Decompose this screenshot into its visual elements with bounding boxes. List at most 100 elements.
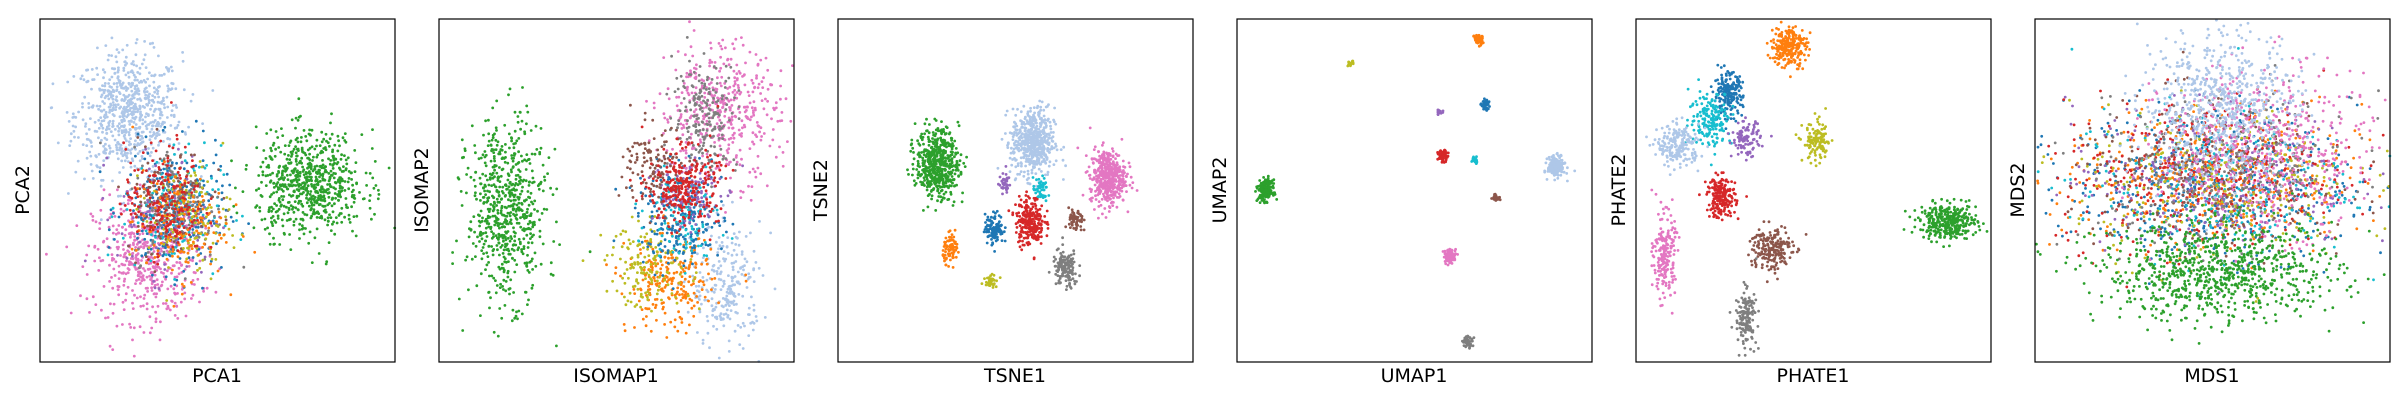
scatter-point [722, 158, 725, 161]
scatter-point [502, 192, 505, 195]
scatter-point [512, 160, 515, 163]
scatter-point [214, 258, 217, 261]
scatter-point [114, 128, 117, 131]
scatter-point [336, 222, 339, 225]
scatter-point [229, 198, 232, 201]
scatter-point [213, 215, 216, 218]
scatter-point [150, 233, 153, 236]
scatter-point [142, 105, 145, 108]
scatter-point [160, 250, 163, 253]
scatter-point [542, 190, 545, 193]
scatter-point [482, 153, 485, 156]
scatter-point [474, 191, 477, 194]
scatter-point [305, 197, 308, 200]
scatter-point [120, 160, 123, 163]
scatter-point [509, 214, 512, 217]
scatter-point [147, 162, 150, 165]
scatter-point [765, 57, 768, 60]
scatter-point [153, 270, 156, 273]
scatter-point [705, 289, 708, 292]
scatter-point [630, 301, 633, 304]
scatter-point [695, 103, 698, 106]
scatter-point [683, 295, 686, 298]
scatter-point [543, 176, 546, 179]
scatter-point [513, 271, 516, 274]
scatter-point [126, 152, 129, 155]
scatter-point [509, 181, 512, 184]
scatter-point [122, 166, 125, 169]
scatter-point [693, 292, 696, 295]
scatter-point [242, 235, 245, 238]
scatter-point [505, 248, 508, 251]
scatter-point [681, 321, 684, 324]
scatter-point [625, 303, 628, 306]
scatter-point [163, 263, 166, 266]
scatter-point [203, 184, 206, 187]
scatter-point [196, 185, 199, 188]
scatter-point [741, 126, 744, 129]
scatter-point [135, 123, 138, 126]
scatter-point [139, 201, 142, 204]
scatter-point [156, 253, 159, 256]
scatter-point [324, 200, 327, 203]
scatter-point [157, 230, 160, 233]
scatter-point [108, 193, 111, 196]
scatter-point [739, 149, 742, 152]
scatter-point [157, 305, 160, 308]
scatter-point [156, 128, 159, 131]
scatter-point [144, 201, 147, 204]
scatter-point [728, 304, 731, 307]
scatter-point [162, 199, 165, 202]
scatter-point [348, 218, 351, 221]
scatter-point [461, 329, 464, 332]
scatter-point [718, 260, 721, 263]
scatter-point [206, 233, 209, 236]
scatter-point [150, 151, 153, 154]
scatter-point [738, 133, 741, 136]
scatter-point [747, 272, 750, 275]
scatter-point [149, 121, 152, 124]
scatter-point [294, 206, 297, 209]
scatter-point [172, 215, 175, 218]
scatter-point [281, 183, 284, 186]
scatter-point [497, 238, 500, 241]
scatter-point [690, 255, 693, 258]
scatter-point [150, 74, 153, 77]
scatter-point [137, 221, 140, 224]
scatter-point [228, 228, 231, 231]
scatter-point [304, 135, 307, 138]
scatter-point [321, 140, 324, 143]
scatter-point [693, 305, 696, 308]
scatter-point [142, 304, 145, 307]
scatter-point [514, 130, 517, 133]
scatter-point [109, 91, 112, 94]
scatter-point [162, 254, 165, 257]
scatter-point [128, 140, 131, 143]
scatter-point [313, 186, 316, 189]
scatter-point [487, 132, 490, 135]
scatter-point [75, 224, 78, 227]
scatter-point [126, 178, 129, 181]
scatter-point [484, 231, 487, 234]
scatter-point [123, 153, 126, 156]
scatter-point [716, 122, 719, 125]
scatter-point [687, 92, 690, 95]
scatter-point [478, 225, 481, 228]
scatter-point [727, 92, 730, 95]
scatter-point [753, 250, 756, 253]
scatter-point [271, 172, 274, 175]
scatter-point [742, 269, 745, 272]
scatter-point [683, 281, 686, 284]
scatter-point [173, 167, 176, 170]
scatter-point [171, 269, 174, 272]
scatter-point [347, 181, 350, 184]
scatter-point [494, 279, 497, 282]
scatter-point [316, 216, 319, 219]
scatter-point [123, 99, 126, 102]
scatter-point [531, 181, 534, 184]
scatter-point [716, 97, 719, 100]
scatter-point [166, 151, 169, 154]
scatter-point [511, 157, 514, 160]
scatter-point [136, 192, 139, 195]
scatter-point [334, 197, 337, 200]
